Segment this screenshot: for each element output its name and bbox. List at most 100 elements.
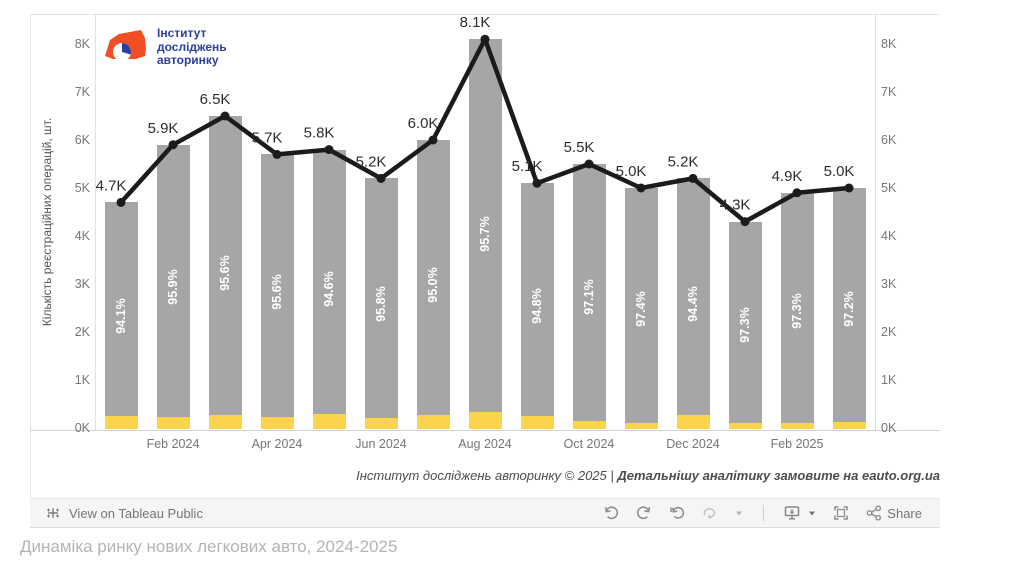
bar-percent-label: 94.8% [530,288,544,324]
bar-yellow-segment[interactable] [156,417,190,429]
y-tick-label: 3K [881,277,897,291]
bar-yellow-segment[interactable] [468,412,502,429]
bar-percent-label: 95.6% [270,273,284,310]
bar-percent-label: 95.8% [374,285,388,322]
institute-logo: Інститут досліджень авторинку [103,25,227,69]
toolbar-actions: Share [602,504,922,522]
y-tick-label: 1K [881,373,897,387]
bar-percent-label: 94.6% [322,271,336,308]
x-tick-label: Feb 2025 [770,437,824,451]
tableau-logo-icon [47,508,59,518]
bar-percent-label: 97.2% [842,290,856,327]
bar-yellow-segment[interactable] [364,418,398,429]
download-button[interactable] [783,504,817,522]
bar-percent-label: 95.9% [166,269,180,305]
x-axis-line [30,430,940,431]
logo-line-1: Інститут [157,26,207,40]
share-label: Share [887,505,922,521]
line-value-label: 4.7K [96,177,127,194]
bar-percent-label: 97.4% [634,290,648,327]
line-value-label: 6.0K [408,115,439,132]
bar-yellow-segment[interactable] [572,421,606,429]
view-on-tableau-public-link[interactable]: View on Tableau Public [45,505,203,521]
x-tick-label: Apr 2024 [251,437,303,451]
institute-logo-text: Інститут досліджень авторинку [157,26,227,68]
line-value-label: 4.3K [720,197,751,214]
bar-percent-label: 97.1% [582,278,596,315]
fullscreen-button[interactable] [832,504,850,522]
line-value-label: 5.2K [668,153,699,170]
bar-percent-label: 94.4% [686,285,700,322]
tableau-toolbar: View on Tableau Public [30,498,940,528]
line-value-label: 5.8K [304,125,335,142]
y-tick-label: 8K [74,37,90,51]
line-value-label: 5.9K [148,120,179,137]
bar-yellow-segment[interactable] [780,422,814,429]
view-on-tableau-public-label: View on Tableau Public [69,505,203,521]
bar-yellow-segment[interactable] [260,416,294,429]
toolbar-divider [763,505,765,521]
bar-yellow-segment[interactable] [416,414,450,429]
bar-percent-label: 95.0% [426,266,440,303]
reset-button[interactable] [668,504,686,522]
y-tick-label: 4K [881,229,897,243]
undo-button[interactable] [602,504,620,522]
bar-percent-label: 97.3% [738,307,752,344]
y-tick-label: 1K [74,373,90,387]
line-value-label: 5.1K [512,158,543,175]
y-tick-label: 3K [74,277,90,291]
line-value-label: 5.7K [252,129,283,146]
line-value-label: 5.2K [356,153,387,170]
bar-yellow-segment[interactable] [520,416,554,429]
share-button[interactable]: Share [865,504,922,522]
y-tick-label: 5K [74,181,90,195]
bar-percent-label: 97.3% [790,293,804,329]
bar-percent-label: 95.6% [218,254,232,291]
bar-yellow-segment[interactable] [312,413,346,429]
line-value-label: 5.0K [824,163,855,180]
bar-mark[interactable] [832,188,866,429]
refresh-caret-down-icon[interactable] [734,508,744,518]
frame-top-line [30,14,940,15]
frame-left-line [30,14,31,498]
logo-line-3: авторинку [157,53,219,67]
line-value-label: 8.1K [460,14,491,31]
y-tick-label: 6K [881,133,897,147]
y-tick-label: 5K [881,181,897,195]
bar-yellow-segment[interactable] [832,422,866,429]
line-value-label: 5.5K [564,139,595,156]
y-tick-label: 6K [74,133,90,147]
bar-yellow-segment[interactable] [728,423,762,429]
y-tick-label: 7K [74,85,90,99]
bar-yellow-segment[interactable] [104,415,138,429]
bar-mark[interactable] [780,192,814,429]
bar-yellow-segment[interactable] [676,414,710,429]
bar-mark[interactable] [520,183,554,429]
bar-mark[interactable] [728,221,762,429]
y-tick-label: 8K [881,37,897,51]
y-tick-label: 7K [881,85,897,99]
y-tick-label: 4K [74,229,90,243]
car-pie-logo-icon [105,30,146,61]
y-axis-left-line [95,14,96,430]
x-tick-label: Feb 2024 [146,437,200,451]
x-tick-label: Aug 2024 [458,437,512,451]
logo-line-2: досліджень [157,39,227,54]
x-tick-label: Dec 2024 [666,437,720,451]
y-tick-label: 0K [74,421,90,435]
bar-yellow-segment[interactable] [624,422,658,429]
y-tick-label: 0K [881,421,897,435]
refresh-button[interactable] [701,504,719,522]
bar-mark[interactable] [104,202,138,429]
attribution-regular: Інститут досліджень авторинку © 2025 | [356,468,618,483]
x-tick-label: Oct 2024 [563,437,615,451]
line-value-label: 6.5K [200,91,231,108]
bar-percent-label: 94.1% [114,297,128,334]
y-tick-label: 2K [74,325,90,339]
bar-mark[interactable] [624,188,658,429]
bar-percent-label: 95.7% [478,216,492,252]
redo-button[interactable] [635,504,653,522]
bar-yellow-segment[interactable] [208,415,242,429]
